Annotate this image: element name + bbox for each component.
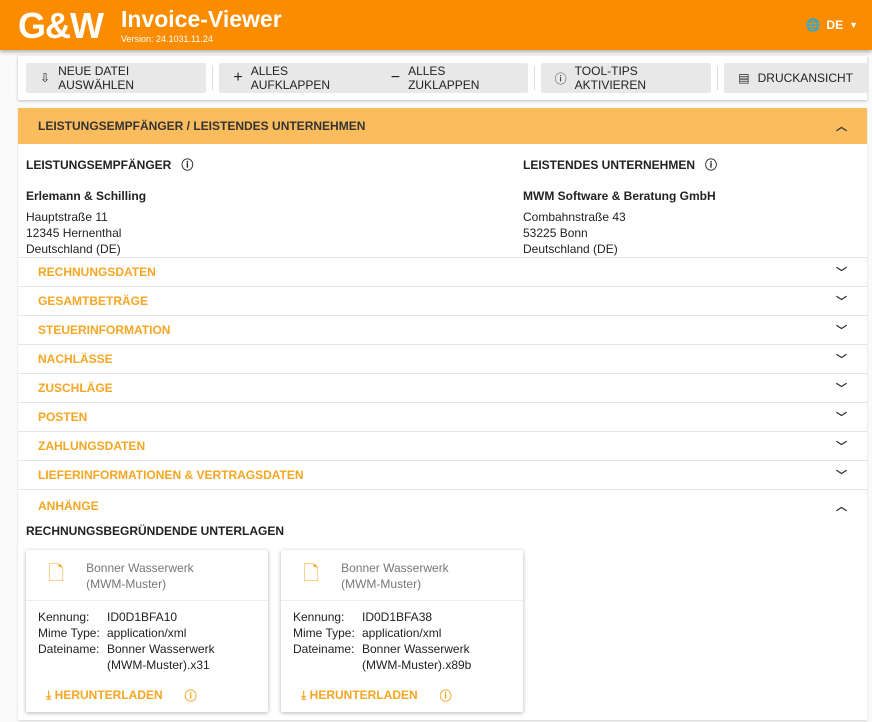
caret-down-icon: ▼ — [849, 20, 858, 30]
chevron-down-icon: ﹀ — [836, 354, 847, 366]
section-label: LIEFERINFORMATIONEN & VERTRAGSDATEN — [38, 468, 304, 482]
info-icon[interactable]: ⓘ — [184, 689, 197, 703]
tooltips-button[interactable]: ⓘ TOOL-TIPS AKTIVIEREN — [540, 63, 712, 93]
provider-name: MWM Software & Beratung GmbH — [523, 189, 716, 203]
chevron-down-icon: ﹀ — [836, 267, 847, 279]
globe-icon: 🌐 — [805, 18, 821, 32]
expand-all-label: ALLES AUFKLAPPEN — [250, 64, 331, 92]
section-row[interactable]: RECHNUNGSDATEN ﹀ — [18, 258, 867, 287]
attachment-filename: Bonner Wasserwerk (MWM-Muster).x89b — [362, 642, 472, 672]
attachments-subtitle: RECHNUNGSBEGRÜNDENDE UNTERLAGEN — [26, 524, 285, 538]
provider-street: Combahnstraße 43 — [523, 210, 626, 224]
document-icon: ▤ — [738, 71, 750, 85]
download-button[interactable]: ⤓ HERUNTERLADEN — [301, 688, 418, 703]
mime-label: Mime Type: — [38, 626, 100, 640]
provider-country: Deutschland (DE) — [523, 242, 618, 256]
logo: G&W — [18, 5, 104, 46]
upload-file-icon: ⇩ — [40, 71, 51, 85]
download-label: HERUNTERLADEN — [309, 688, 418, 702]
provider-city: 53225 Bonn — [523, 226, 588, 240]
download-icon: ⤓ — [301, 688, 307, 702]
info-icon[interactable]: ⓘ — [181, 158, 194, 172]
attachment-title: Bonner Wasserwerk (MWM-Muster) — [86, 561, 194, 591]
section-row[interactable]: NACHLÄSSE ﹀ — [18, 345, 867, 374]
app-header: G&W Invoice-Viewer Version: 24.1031.11.2… — [0, 0, 872, 50]
print-view-button[interactable]: ▤ DRUCKANSICHT — [724, 63, 867, 93]
download-button[interactable]: ⤓ HERUNTERLADEN — [46, 688, 163, 703]
divider — [717, 66, 719, 90]
print-label: DRUCKANSICHT — [757, 71, 853, 85]
filename-label: Dateiname: — [293, 642, 355, 656]
section-row[interactable]: GESAMTBETRÄGE ﹀ — [18, 287, 867, 316]
section-label: STEUERINFORMATION — [38, 323, 171, 337]
chevron-down-icon: ﹀ — [836, 441, 847, 453]
divider — [212, 66, 214, 90]
file-icon: 🗋 — [303, 563, 320, 585]
expand-all-button[interactable]: + ALLES AUFKLAPPEN − ALLES ZUKLAPPEN — [219, 63, 528, 93]
section-label: POSTEN — [38, 410, 88, 424]
language-label: DE — [826, 18, 844, 32]
section-label: NACHLÄSSE — [38, 352, 113, 366]
new-file-button[interactable]: ⇩ NEUE DATEI AUSWÄHLEN — [26, 63, 207, 93]
download-label: HERUNTERLADEN — [54, 688, 163, 702]
file-icon: 🗋 — [48, 563, 65, 585]
tooltips-label: TOOL-TIPS AKTIVIEREN — [574, 64, 647, 92]
section-label: ANHÄNGE — [38, 499, 99, 513]
section-title: LEISTUNGSEMPFÄNGER / LEISTENDES UNTERNEH… — [38, 119, 366, 133]
chevron-up-icon: ︿ — [836, 121, 847, 133]
minus-icon: − — [390, 69, 401, 86]
attachment-title: Bonner Wasserwerk (MWM-Muster) — [341, 561, 449, 591]
section-label: ZAHLUNGSDATEN — [38, 439, 146, 453]
chevron-down-icon: ﹀ — [836, 470, 847, 482]
mime-label: Mime Type: — [293, 626, 355, 640]
invoice-panel: LEISTUNGSEMPFÄNGER / LEISTENDES UNTERNEH… — [18, 108, 867, 720]
attachment-mime: application/xml — [107, 626, 187, 640]
attachment-id: ID0D1BFA10 — [107, 610, 178, 624]
chevron-up-icon: ︿ — [836, 501, 847, 513]
chevron-down-icon: ﹀ — [836, 296, 847, 308]
section-label: ZUSCHLÄGE — [38, 381, 113, 395]
section-row[interactable]: ZAHLUNGSDATEN ﹀ — [18, 432, 867, 461]
new-file-label: NEUE DATEI AUSWÄHLEN — [58, 64, 135, 92]
section-row[interactable]: POSTEN ﹀ — [18, 403, 867, 432]
id-label: Kennung: — [293, 610, 345, 624]
attachment-id: ID0D1BFA38 — [362, 610, 433, 624]
recipient-city: 12345 Hernenthal — [26, 226, 122, 240]
recipient-block: LEISTUNGSEMPFÄNGER ⓘ Erlemann & Schilling… — [18, 144, 515, 257]
chevron-down-icon: ﹀ — [836, 412, 847, 424]
app-title: Invoice-Viewer — [121, 6, 282, 32]
section-row[interactable]: ZUSCHLÄGE ﹀ — [18, 374, 867, 403]
divider — [533, 66, 535, 90]
parties-section-header[interactable]: LEISTUNGSEMPFÄNGER / LEISTENDES UNTERNEH… — [18, 108, 867, 144]
attachment-card: 🗋 Bonner Wasserwerk (MWM-Muster) Kennung:… — [281, 550, 523, 712]
recipient-heading: LEISTUNGSEMPFÄNGER — [26, 157, 172, 172]
recipient-name: Erlemann & Schilling — [26, 189, 147, 203]
info-icon: ⓘ — [554, 71, 567, 86]
provider-block: LEISTENDES UNTERNEHMEN ⓘ MWM Software & B… — [515, 144, 867, 257]
info-icon[interactable]: ⓘ — [439, 689, 452, 703]
provider-heading: LEISTENDES UNTERNEHMEN — [523, 157, 696, 172]
attachment-card: 🗋 Bonner Wasserwerk (MWM-Muster) Kennung:… — [26, 550, 268, 712]
section-attachments[interactable]: ANHÄNGE ︿ — [18, 490, 867, 522]
section-label: GESAMTBETRÄGE — [38, 294, 149, 308]
id-label: Kennung: — [38, 610, 90, 624]
section-row[interactable]: STEUERINFORMATION ﹀ — [18, 316, 867, 345]
filename-label: Dateiname: — [38, 642, 100, 656]
attachment-mime: application/xml — [362, 626, 442, 640]
info-icon[interactable]: ⓘ — [705, 158, 718, 172]
chevron-down-icon: ﹀ — [836, 383, 847, 395]
recipient-country: Deutschland (DE) — [26, 242, 121, 256]
section-row[interactable]: LIEFERINFORMATIONEN & VERTRAGSDATEN ﹀ — [18, 461, 867, 490]
attachment-filename: Bonner Wasserwerk (MWM-Muster).x31 — [107, 642, 215, 672]
app-version: Version: 24.1031.11.24 — [121, 34, 213, 44]
language-selector[interactable]: 🌐 DE ▼ — [805, 18, 858, 32]
collapse-all-label[interactable]: ALLES ZUKLAPPEN — [408, 64, 480, 92]
recipient-street: Hauptstraße 11 — [26, 210, 108, 224]
toolbar: ⇩ NEUE DATEI AUSWÄHLEN + ALLES AUFKLAPPEN … — [18, 56, 867, 100]
plus-icon: + — [233, 69, 243, 86]
chevron-down-icon: ﹀ — [836, 325, 847, 337]
download-icon: ⤓ — [46, 688, 52, 702]
section-label: RECHNUNGSDATEN — [38, 265, 156, 279]
